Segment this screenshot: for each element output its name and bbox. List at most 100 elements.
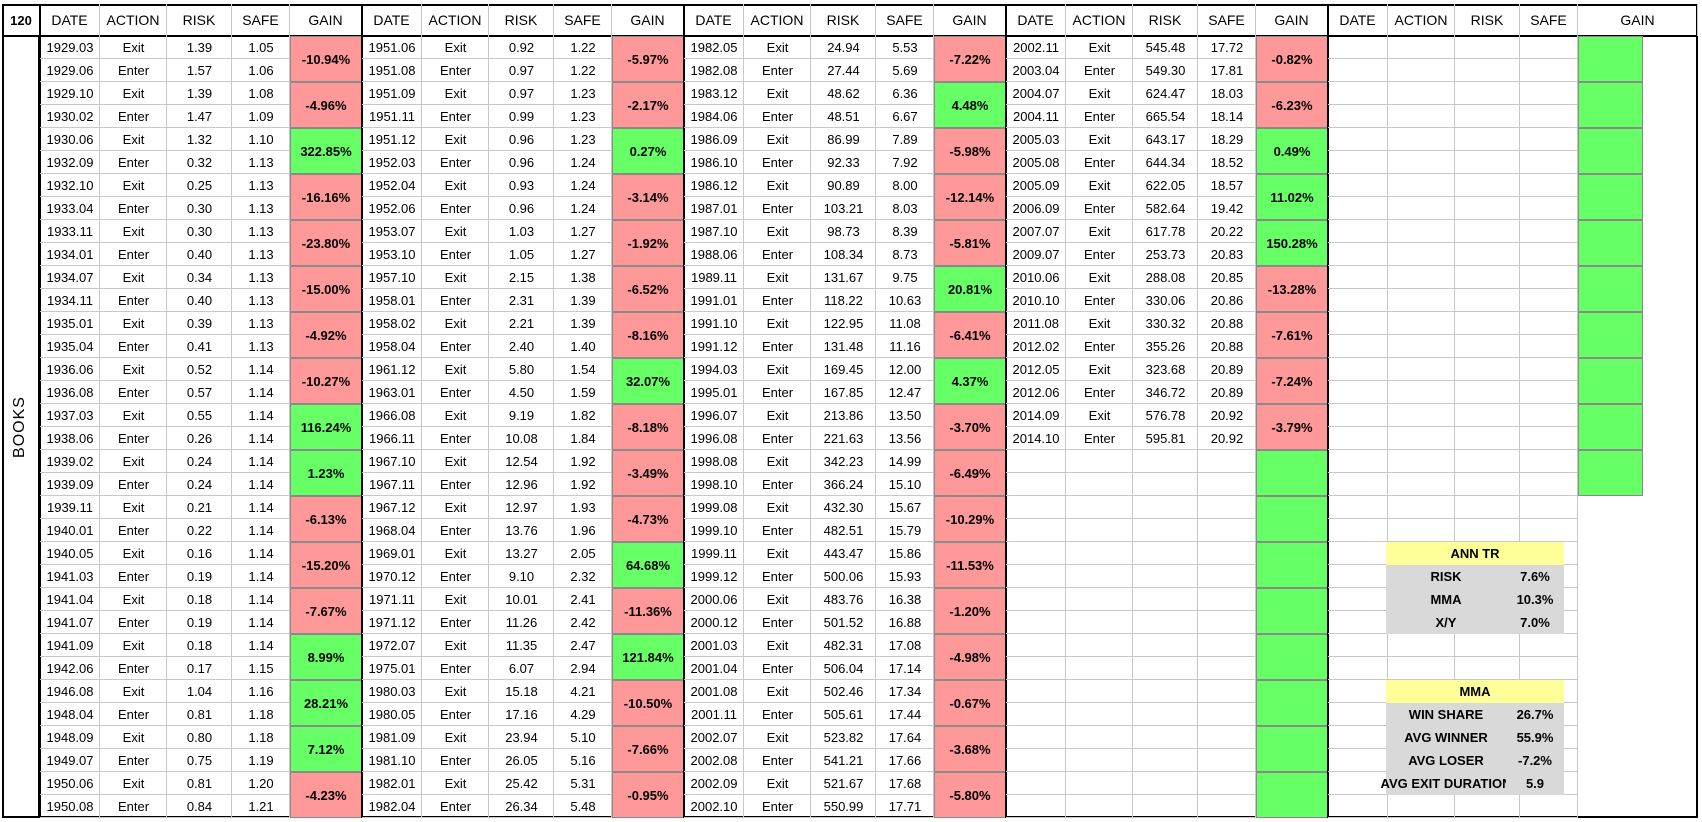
grid-cell: [554, 565, 612, 588]
grid-cell: [232, 266, 290, 289]
grid-cell: [1133, 82, 1198, 105]
cell-safe: 1.14: [248, 615, 274, 630]
cell-action: Exit: [444, 362, 467, 377]
gain-cell-empty: [1256, 772, 1328, 818]
grid-cell: [1133, 59, 1198, 82]
stat-value: 5.9: [1506, 772, 1564, 795]
grid-cell: [40, 220, 100, 243]
grid-cell: [1133, 726, 1198, 749]
grid-cell: [811, 243, 876, 266]
grid-cell: [1328, 243, 1388, 266]
grid-cell: [1006, 749, 1066, 772]
grid-cell: [489, 565, 554, 588]
cell-risk: 169.45: [823, 362, 864, 377]
cell-date: 1929.10: [46, 86, 94, 101]
column-header-date: DATE: [1328, 4, 1388, 36]
cell-risk: 0.57: [186, 385, 213, 400]
grid-cell: [232, 703, 290, 726]
grid-cell: [362, 197, 422, 220]
grid-cell: [167, 749, 232, 772]
cell-risk: 482.31: [823, 638, 864, 653]
cell-safe: 1.13: [248, 155, 274, 170]
cell-action: Enter: [439, 201, 472, 216]
grid-cell: [1133, 36, 1198, 59]
cell-date: 1999.12: [690, 569, 738, 584]
column-header-date: DATE: [40, 4, 100, 36]
grid-cell: [684, 634, 744, 657]
grid-cell: [40, 703, 100, 726]
grid-cell: [554, 197, 612, 220]
grid-cell: [554, 542, 612, 565]
cell-risk: 2.31: [508, 293, 535, 308]
grid-cell: [1066, 151, 1133, 174]
grid-cell: [876, 611, 934, 634]
grid-cell: [811, 197, 876, 220]
grid-cell: [876, 312, 934, 335]
cell-risk: 595.81: [1145, 431, 1186, 446]
cell-safe: 1.59: [570, 385, 596, 400]
grid-cell: [1006, 772, 1066, 795]
grid-cell: [167, 266, 232, 289]
cell-risk: 1.57: [186, 63, 213, 78]
cell-action: Exit: [766, 776, 789, 791]
grid-cell: [1328, 726, 1388, 749]
cell-risk: 501.52: [823, 615, 864, 630]
cell-date: 1999.08: [690, 500, 738, 515]
cell-action: Exit: [444, 132, 467, 147]
gain-cell: -3.79%: [1256, 404, 1328, 450]
grid-cell: [1388, 105, 1455, 128]
grid-cell: [1520, 335, 1578, 358]
cell-date: 1983.12: [690, 86, 738, 101]
grid-cell: [167, 128, 232, 151]
grid-cell: [100, 36, 167, 59]
grid-cell: [362, 404, 422, 427]
grid-cell: [489, 381, 554, 404]
gain-cell: -4.23%: [290, 772, 362, 818]
grid-cell: [811, 772, 876, 795]
cell-safe: 1.93: [570, 500, 596, 515]
grid-cell: [1455, 795, 1520, 818]
cell-date: 1998.08: [690, 454, 738, 469]
cell-action: Exit: [122, 270, 145, 285]
cell-action: Exit: [444, 86, 467, 101]
grid-cell: [554, 266, 612, 289]
cell-safe: 15.93: [888, 569, 922, 584]
grid-cell: [876, 427, 934, 450]
cell-date: 1958.01: [368, 293, 416, 308]
cell-safe: 1.96: [570, 523, 596, 538]
grid-cell: [1328, 358, 1388, 381]
grid-cell: [167, 36, 232, 59]
cell-risk: 622.05: [1145, 178, 1186, 193]
grid-cell: [554, 772, 612, 795]
cell-risk: 346.72: [1145, 385, 1186, 400]
cell-date: 2001.11: [690, 707, 738, 722]
grid-cell: [1328, 703, 1388, 726]
cell-action: Exit: [1088, 40, 1111, 55]
cell-date: 1961.12: [368, 362, 416, 377]
grid-cell: [232, 634, 290, 657]
cell-date: 1999.11: [690, 546, 738, 561]
grid-cell: [554, 749, 612, 772]
cell-risk: 521.67: [823, 776, 864, 791]
column-header-gain: GAIN: [1256, 4, 1328, 36]
grid-cell: [744, 404, 811, 427]
cell-risk: 0.39: [186, 316, 213, 331]
cell-action: Enter: [761, 615, 794, 630]
grid-cell: [232, 450, 290, 473]
cell-date: 1975.01: [368, 661, 416, 676]
gain-cell-empty: [1256, 726, 1328, 772]
cell-date: 1937.03: [46, 408, 94, 423]
grid-cell: [744, 266, 811, 289]
grid-cell: [1066, 289, 1133, 312]
grid-cell: [40, 772, 100, 795]
cell-safe: 16.38: [888, 592, 922, 607]
cell-action: Enter: [439, 431, 472, 446]
cell-risk: 0.30: [186, 201, 213, 216]
cell-date: 2002.10: [690, 799, 738, 814]
grid-cell: [1455, 105, 1520, 128]
grid-cell: [1520, 243, 1578, 266]
cell-action: Exit: [122, 500, 145, 515]
grid-cell: [40, 82, 100, 105]
grid-cell: [362, 381, 422, 404]
grid-cell: [1133, 197, 1198, 220]
